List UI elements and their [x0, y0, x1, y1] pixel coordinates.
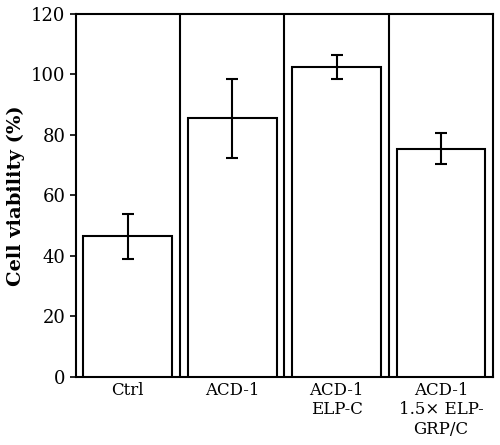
Bar: [188, 118, 276, 377]
Bar: [292, 67, 381, 377]
Bar: [396, 149, 485, 377]
Bar: [84, 236, 172, 377]
Y-axis label: Cell viability (%): Cell viability (%): [7, 105, 25, 286]
